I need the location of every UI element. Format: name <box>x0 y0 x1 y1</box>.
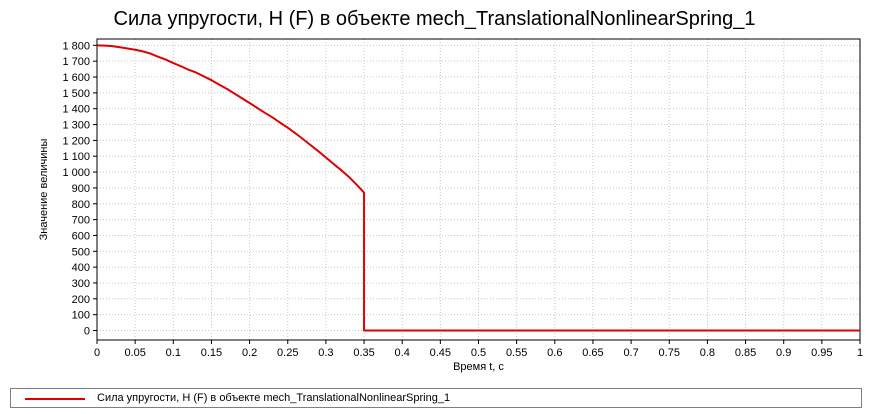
y-tick-label: 200 <box>72 294 90 306</box>
x-tick-label: 0.05 <box>124 347 145 359</box>
series-layer <box>96 44 860 332</box>
chart-title: Сила упругости, Н (F) в объекте mech_Tra… <box>113 8 756 30</box>
y-tick-label: 100 <box>72 310 90 322</box>
x-axis-label: Время t, с <box>453 361 504 373</box>
x-tick-label: 0.4 <box>395 347 410 359</box>
series-line <box>96 44 860 332</box>
y-tick-label: 0 <box>84 325 90 337</box>
y-tick-label: 700 <box>72 215 90 227</box>
y-tick-label: 1 100 <box>62 151 90 163</box>
x-tick-label: 0.85 <box>735 347 756 359</box>
x-tick-label: 0.5 <box>471 347 486 359</box>
y-tick-label: 600 <box>72 230 90 242</box>
legend: Сила упругости, Н (F) в объекте mech_Tra… <box>10 388 862 408</box>
axis-ticks <box>93 44 861 344</box>
y-tick-label: 400 <box>72 262 90 274</box>
x-tick-label: 0.25 <box>277 347 298 359</box>
y-tick-label: 1 500 <box>62 88 90 100</box>
x-tick-label: 0.9 <box>776 347 791 359</box>
x-tick-label: 0.55 <box>506 347 527 359</box>
x-tick-label: 0.35 <box>353 347 374 359</box>
x-tick-label: 0.95 <box>811 347 832 359</box>
x-tick-label: 0.3 <box>318 347 333 359</box>
chart-plot: 0 0.05 0.1 0.15 0.2 0.25 0.3 0.35 0.4 0.45 0.5 0.55… <box>38 38 863 373</box>
y-tick-label: 1 200 <box>62 135 90 147</box>
x-tick-label: 0.45 <box>430 347 451 359</box>
x-tick-label: 0.2 <box>242 347 257 359</box>
grid-lines <box>97 39 860 340</box>
y-tick-label: 1 600 <box>62 72 90 84</box>
x-tick-label: 0.65 <box>582 347 603 359</box>
x-tick-labels: 0 0.05 0.1 0.15 0.2 0.25 0.3 0.35 0.4 0.45 0.5 0.55… <box>94 347 863 359</box>
y-tick-label: 1 300 <box>62 120 90 132</box>
x-tick-label: 0.75 <box>659 347 680 359</box>
x-tick-label: 0 <box>94 347 100 359</box>
y-tick-label: 1 400 <box>62 104 90 116</box>
y-tick-label: 800 <box>72 199 90 211</box>
y-tick-labels: 0 100 200 300 400 500 600 700 800 900 1 000 1 100 1 … <box>62 40 90 337</box>
x-tick-label: 1 <box>857 347 863 359</box>
y-tick-label: 1 000 <box>62 167 90 179</box>
x-tick-label: 0.6 <box>547 347 562 359</box>
y-tick-label: 500 <box>72 246 90 258</box>
legend-label: Сила упругости, Н (F) в объекте mech_Tra… <box>97 392 451 404</box>
y-tick-label: 900 <box>72 183 90 195</box>
y-tick-label: 1 700 <box>62 56 90 68</box>
x-tick-label: 0.1 <box>166 347 181 359</box>
x-tick-label: 0.8 <box>700 347 715 359</box>
y-tick-label: 300 <box>72 278 90 290</box>
x-tick-label: 0.15 <box>201 347 222 359</box>
legend-swatch <box>25 398 85 400</box>
y-axis-label: Значение величины <box>38 139 50 241</box>
x-tick-label: 0.7 <box>623 347 638 359</box>
y-tick-label: 1 800 <box>62 40 90 52</box>
